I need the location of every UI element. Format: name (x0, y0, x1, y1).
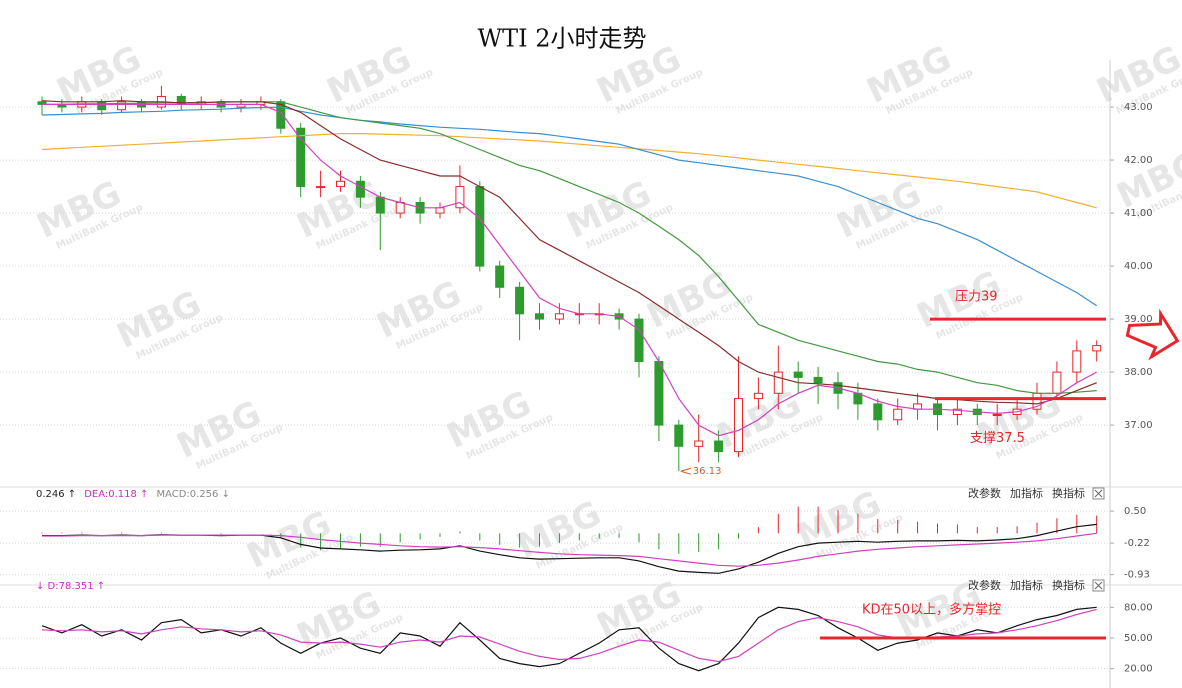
candle-body (515, 286, 525, 315)
indicator-button[interactable]: 改参数 (968, 486, 1001, 500)
moving-average (41, 106, 1098, 307)
candle-body (535, 313, 544, 320)
y-tick-label: 40.00 (1124, 261, 1153, 272)
level-label: 支撑37.5 (970, 431, 1025, 446)
candle-body (455, 186, 465, 209)
indicator-button[interactable]: 加指标 (1010, 486, 1043, 500)
y-tick-label: 43.00 (1124, 102, 1153, 113)
candle-body (634, 318, 644, 362)
candle-body (773, 371, 783, 394)
y-tick-label: 38.00 (1124, 367, 1153, 378)
level-label: KD在50以上，多方掌控 (862, 602, 1001, 618)
arrow-icon (1125, 308, 1180, 361)
legend-text: DEA:0.118 ↑ (84, 489, 148, 500)
indicator-button[interactable]: 换指标 (1052, 486, 1085, 500)
y-tick-label: -0.93 (1124, 570, 1150, 581)
candle-body (714, 440, 724, 453)
y-tick-label: 80.00 (1124, 602, 1153, 613)
level-label: 压力39 (955, 290, 998, 305)
candle-body (97, 101, 107, 111)
macd-line (42, 532, 1097, 567)
y-tick-label: 37.00 (1124, 420, 1153, 431)
y-tick-label: 42.00 (1124, 155, 1153, 166)
candle-body (793, 371, 803, 378)
candle-body (554, 313, 564, 320)
candle-body (1052, 371, 1062, 394)
low-arrow (680, 467, 691, 475)
candle-body (355, 180, 365, 198)
indicator-button[interactable]: 加指标 (1010, 578, 1043, 592)
candle-body (952, 408, 962, 416)
candle-body (336, 180, 345, 188)
candle-body (893, 408, 903, 421)
legend-text: 0.246 ↑ (36, 489, 76, 500)
moving-average (41, 100, 1097, 405)
chart-title: WTI 2小时走势 (477, 25, 646, 53)
candle-body (435, 207, 445, 214)
candle-body (375, 196, 385, 214)
candle-body (654, 360, 664, 426)
candle-body (992, 414, 1002, 416)
y-tick-label: -0.22 (1124, 538, 1150, 549)
candle-body (395, 201, 405, 214)
indicator-button[interactable]: 换指标 (1052, 578, 1085, 592)
close-icon (1094, 489, 1103, 498)
legend-text: MACD:0.256 ↓ (156, 489, 230, 500)
y-tick-label: 20.00 (1124, 664, 1153, 675)
candle-body (1072, 350, 1082, 373)
y-tick-label: 50.00 (1124, 633, 1153, 644)
close-button[interactable] (1092, 487, 1105, 500)
candle-body (296, 127, 306, 188)
moving-average (42, 103, 1097, 437)
y-tick-label: 39.00 (1124, 314, 1153, 325)
candle-body (1092, 345, 1102, 352)
candle-body (316, 186, 326, 189)
close-icon (1094, 581, 1103, 590)
candle-body (873, 403, 883, 421)
legend-text: ↓ D:78.351 ↑ (36, 581, 105, 592)
candle-body (117, 101, 127, 111)
indicator-button[interactable]: 改参数 (968, 578, 1001, 592)
candle-body (753, 392, 763, 400)
close-button[interactable] (1092, 579, 1105, 592)
y-tick-label: 41.00 (1124, 208, 1153, 219)
candle-body (813, 376, 823, 384)
candle-body (475, 186, 485, 267)
candle-body (694, 440, 704, 447)
candle-body (734, 398, 743, 453)
moving-average (41, 133, 1097, 209)
y-tick-label: 0.50 (1124, 506, 1146, 517)
low-label: 36.13 (693, 466, 722, 477)
candle-body (674, 424, 684, 447)
candle-body (495, 265, 505, 288)
